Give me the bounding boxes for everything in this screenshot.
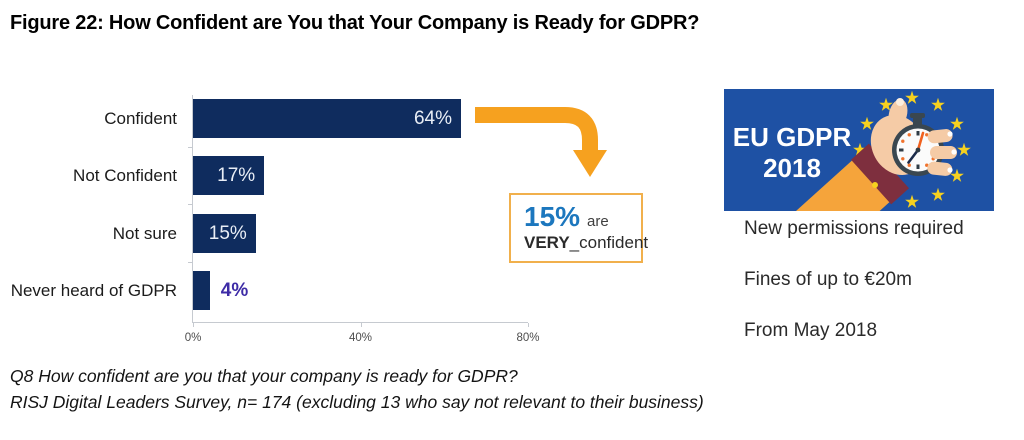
callout-percent: 15%: [524, 201, 581, 232]
bar: 15%: [193, 213, 256, 253]
x-axis-tick-label: 0%: [184, 332, 202, 344]
footnote: Q8 How confident are you that your compa…: [10, 363, 704, 415]
x-axis-tick-label: 40%: [348, 332, 373, 344]
category-label: Confident: [104, 109, 177, 128]
bar: [193, 270, 210, 310]
x-axis-tick: [360, 323, 362, 327]
callout-box: 15% are VERY_confident: [509, 193, 648, 263]
category-label: Not Confident: [73, 166, 177, 186]
plot-area: 64% 17% 15% 4% 0% 40% 80%: [185, 95, 540, 344]
eu-gdpr-banner: EU GDPR 2018: [724, 89, 994, 211]
callout-very-label: VERY: [524, 233, 570, 252]
category-label: Not sure: [112, 223, 177, 243]
y-axis-tick: [188, 261, 192, 263]
thumb: [888, 99, 908, 129]
y-axis-tick: [188, 204, 192, 206]
x-axis-tick: [193, 323, 194, 327]
eu-banner-text: EU GDPR 2018: [732, 122, 852, 184]
arrow-shaft: [475, 107, 598, 152]
x-axis-tick-label: 80%: [516, 332, 540, 344]
callout-separator: _: [569, 233, 580, 252]
bar-value-label: 4%: [220, 279, 249, 301]
footnote-source: RISJ Digital Leaders Survey, n= 174 (exc…: [10, 392, 704, 412]
y-axis-tick: [188, 147, 192, 149]
callout-line1: 15% are: [524, 202, 641, 232]
category-labels: Confident Not Confident Not sure Never hear…: [0, 95, 184, 322]
category-label: Never heard of GDPR: [10, 280, 177, 300]
x-axis-tick: [528, 323, 529, 327]
footnote-question: Q8 How confident are you that your compa…: [10, 366, 518, 386]
callout-line2: VERY_confident: [524, 233, 648, 253]
callout-confident-label: confident: [579, 233, 649, 252]
bar-value-label: 17%: [217, 165, 256, 187]
callout-are-label: are: [587, 213, 609, 230]
bar: 64%: [193, 99, 461, 138]
info-item-permissions: New permissions required: [744, 218, 964, 239]
info-list: New permissions required Fines of up to …: [744, 218, 964, 342]
bar: 17%: [193, 156, 265, 196]
eu-banner-line1: EU GDPR: [732, 122, 852, 152]
bar-value-label: 64%: [413, 108, 452, 129]
bar-value-label: 15%: [208, 222, 247, 244]
fingers: [927, 129, 957, 176]
eu-stars-stopwatch-illustration: [795, 90, 971, 211]
info-item-date: From May 2018: [744, 320, 878, 341]
figure-title: Figure 22: How Confident are You that Yo…: [10, 12, 700, 34]
arrow-head: [573, 150, 607, 177]
eu-banner-line2: 2018: [763, 153, 821, 183]
info-item-fines: Fines of up to €20m: [744, 269, 912, 290]
arrow-icon: [475, 107, 607, 177]
